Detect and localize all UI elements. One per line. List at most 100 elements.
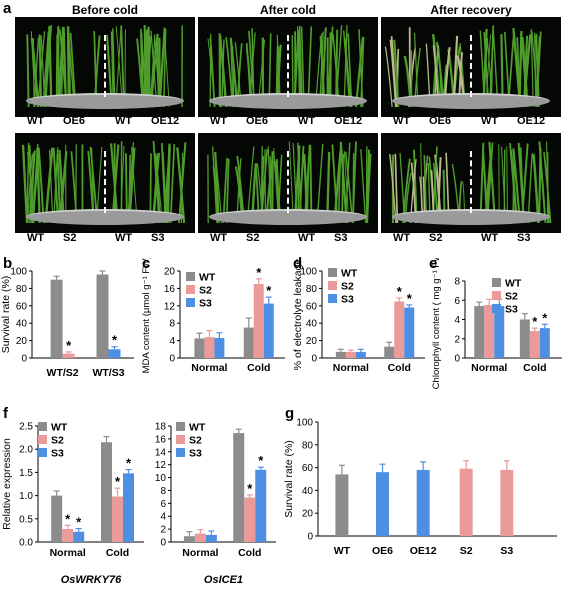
bar-s3 (263, 303, 274, 358)
x-group-label: WT/S2 (47, 367, 79, 379)
x-group-label: Normal (471, 362, 507, 374)
legend-label: WT (505, 278, 522, 290)
dashed-divider (470, 35, 472, 97)
column-title-after-cold: After cold (259, 3, 316, 17)
legend-swatch-s2 (176, 435, 185, 444)
chart-f-oswrky76: 0.0 0.5 1.0 1.5 2.0 2.5 Relative expression * * N… (1, 422, 144, 586)
plant-label: WT (210, 232, 228, 244)
plant-photo (198, 17, 378, 117)
x-group-label: Cold (388, 362, 411, 374)
y-tick-label: 2.0 (19, 445, 33, 456)
plant-label: WT (393, 115, 411, 127)
legend-label: S3 (189, 448, 202, 460)
bar-wt (335, 351, 346, 358)
legend-label: S3 (341, 294, 354, 306)
bar-oe (376, 472, 390, 536)
chart-e-chlorophyll: 0 2 4 6 8 Chlorophyll content ( mg g⁻¹ FW) Nor… (431, 258, 562, 389)
y-tick-label: 2 (160, 525, 166, 536)
y-tick-label: 4 (169, 336, 175, 347)
bar-s2 (194, 533, 206, 542)
dashed-divider (104, 35, 106, 97)
bar-s2 (484, 305, 495, 358)
y-tick-label: 14 (155, 447, 167, 458)
significance-star: * (532, 314, 538, 329)
legend-swatch-s3 (38, 448, 47, 457)
y-tick-label: 100 (296, 418, 313, 429)
panel-label-a: a (3, 0, 12, 17)
legend-label: S2 (199, 285, 212, 297)
bar-s2 (394, 301, 405, 358)
y-tick-label: 60 (306, 301, 318, 312)
plant-label: OE6 (429, 115, 452, 127)
chart-c-mda: 0 4 8 12 16 20 MDA content (μmol g⁻¹ FW) Normal… (141, 258, 285, 374)
y-tick-label: 80 (16, 284, 28, 295)
significance-star: * (256, 265, 262, 280)
legend-label: S2 (189, 435, 202, 447)
bar-wt (519, 319, 530, 358)
plant-label: WT (210, 115, 228, 127)
y-tick-label: 0 (307, 532, 313, 543)
bar-s3 (404, 307, 415, 358)
plant-photo (381, 133, 561, 233)
bar-wt (233, 433, 245, 542)
y-tick-label: 12 (164, 301, 176, 312)
y-tick-label: 6 (454, 296, 460, 307)
y-tick-label: 2 (454, 334, 460, 345)
y-tick-label: 80 (306, 284, 318, 295)
bar-s2 (345, 351, 356, 358)
panel-label-f: f (3, 405, 8, 422)
y-tick-label: 0 (311, 354, 317, 365)
bar-oe (416, 469, 430, 536)
panel-label-d: d (293, 255, 303, 272)
plant-photo (15, 133, 195, 233)
legend-swatch-wt (176, 422, 185, 431)
significance-star: * (66, 338, 72, 353)
x-group-label: OE12 (410, 545, 437, 557)
dashed-divider (104, 151, 106, 213)
bar-wt (50, 279, 63, 358)
y-tick-label: 0.5 (19, 514, 33, 525)
y-tick-label: 40 (16, 319, 28, 330)
y-tick-label: 20 (302, 509, 314, 520)
y-tick-label: 1.0 (19, 491, 33, 502)
y-axis-label: Survival rate (%) (283, 440, 295, 518)
legend-swatch-s2 (328, 281, 337, 290)
column-title-after-recovery: After recovery (430, 3, 512, 17)
bar-s2 (62, 529, 74, 542)
plant-photo (15, 17, 195, 117)
y-axis-label: Survival rate (%) (0, 276, 12, 354)
y-tick-label: 6 (160, 499, 166, 510)
legend-swatch-s3 (186, 298, 195, 307)
bar-s3 (73, 531, 85, 542)
x-group-label: Cold (106, 547, 129, 559)
panel-label-c: c (142, 255, 151, 272)
y-tick-label: 20 (164, 267, 176, 278)
plant-label: S3 (151, 232, 165, 244)
legend-label: WT (189, 422, 206, 434)
plant-label: OE12 (517, 115, 546, 127)
legend-swatch-s2 (492, 291, 501, 300)
y-tick-label: 0.0 (19, 538, 33, 549)
gene-name: OsICE1 (204, 574, 243, 586)
gene-name: OsWRKY76 (61, 574, 122, 586)
significance-star: * (397, 284, 403, 299)
y-tick-label: 2.5 (19, 422, 33, 433)
y-tick-label: 8 (454, 277, 460, 288)
panel-label-e: e (429, 255, 438, 272)
bar-s3 (355, 351, 366, 358)
legend-swatch-wt (492, 278, 501, 287)
bar-s2 (500, 469, 514, 536)
bar-s3 (214, 337, 225, 358)
plant-label: S3 (517, 232, 531, 244)
column-title-before-cold: Before cold (71, 3, 138, 17)
bar-s2 (112, 496, 123, 542)
y-tick-label: 100 (10, 267, 27, 278)
y-tick-label: 4 (454, 315, 460, 326)
dashed-divider (287, 151, 289, 213)
significance-star: * (126, 456, 132, 471)
x-group-label: S3 (500, 545, 513, 557)
plant-photo (381, 17, 561, 117)
bar-wt (243, 327, 254, 358)
y-tick-label: 0 (454, 354, 460, 365)
